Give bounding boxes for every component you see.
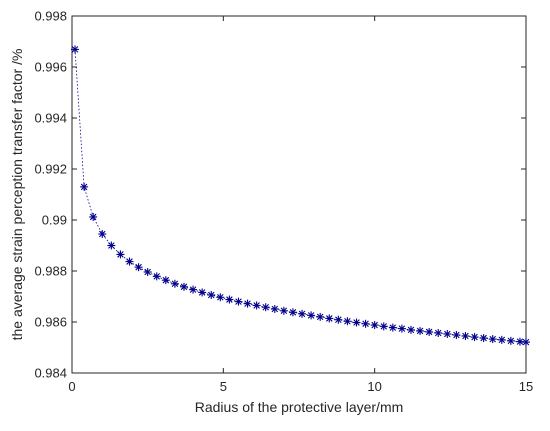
data-points — [71, 45, 530, 347]
data-point — [425, 327, 434, 336]
data-point — [497, 335, 506, 344]
x-axis-label: Radius of the protective layer/mm — [195, 399, 404, 415]
data-point — [89, 212, 98, 221]
data-point — [316, 312, 325, 321]
x-tick-label: 10 — [367, 379, 381, 394]
x-tick-label: 15 — [519, 379, 533, 394]
data-point — [270, 304, 279, 313]
data-point — [452, 331, 461, 340]
data-point — [288, 308, 297, 317]
data-point — [379, 322, 388, 331]
plot-area — [71, 15, 527, 374]
y-tick-label: 0.99 — [42, 213, 67, 228]
y-tick-label: 0.988 — [34, 264, 67, 279]
data-point — [116, 250, 125, 259]
data-point — [234, 297, 243, 306]
data-point — [179, 282, 188, 291]
y-tick-label: 0.994 — [34, 111, 67, 126]
data-point — [243, 299, 252, 308]
x-tick-label: 5 — [220, 379, 227, 394]
data-point — [461, 332, 470, 341]
data-point — [80, 182, 89, 191]
data-point — [506, 336, 515, 345]
data-point — [522, 338, 530, 347]
data-point — [370, 321, 379, 330]
data-point — [397, 324, 406, 333]
data-point — [470, 333, 479, 342]
data-point — [352, 318, 361, 327]
data-point — [134, 263, 143, 272]
data-point — [252, 301, 261, 310]
data-point — [125, 257, 134, 266]
x-tick-label: 0 — [68, 379, 75, 394]
y-tick-label: 0.998 — [34, 9, 67, 24]
data-point — [261, 303, 270, 312]
data-point — [198, 288, 207, 297]
data-point — [298, 309, 307, 318]
data-point — [488, 335, 497, 344]
y-tick-label: 0.984 — [34, 366, 67, 381]
data-point — [189, 285, 198, 294]
data-point — [434, 328, 443, 337]
data-point — [388, 323, 397, 332]
data-point — [406, 325, 415, 334]
x-axis: 0 5 10 15 — [68, 16, 533, 394]
data-point — [479, 334, 488, 343]
data-point — [71, 45, 80, 54]
y-axis: 0.984 0.986 0.988 0.99 0.992 0.994 0.996 0.998 — [34, 9, 526, 381]
data-point — [361, 319, 370, 328]
data-point — [170, 279, 179, 288]
data-point — [334, 315, 343, 324]
data-point — [343, 317, 352, 326]
data-point — [325, 314, 334, 323]
data-point — [152, 272, 161, 281]
data-point — [207, 290, 216, 299]
data-point — [98, 230, 107, 239]
y-tick-label: 0.986 — [34, 315, 67, 330]
data-point — [107, 241, 116, 250]
y-tick-label: 0.996 — [34, 60, 67, 75]
y-axis-label: the average strain perception transfer f… — [9, 49, 25, 341]
data-point — [443, 329, 452, 338]
data-point — [216, 293, 225, 302]
y-tick-label: 0.992 — [34, 162, 67, 177]
data-point — [279, 306, 288, 315]
data-point — [416, 326, 425, 335]
data-point — [225, 295, 234, 304]
data-point — [161, 276, 170, 285]
data-point — [143, 268, 152, 277]
data-point — [307, 311, 316, 320]
